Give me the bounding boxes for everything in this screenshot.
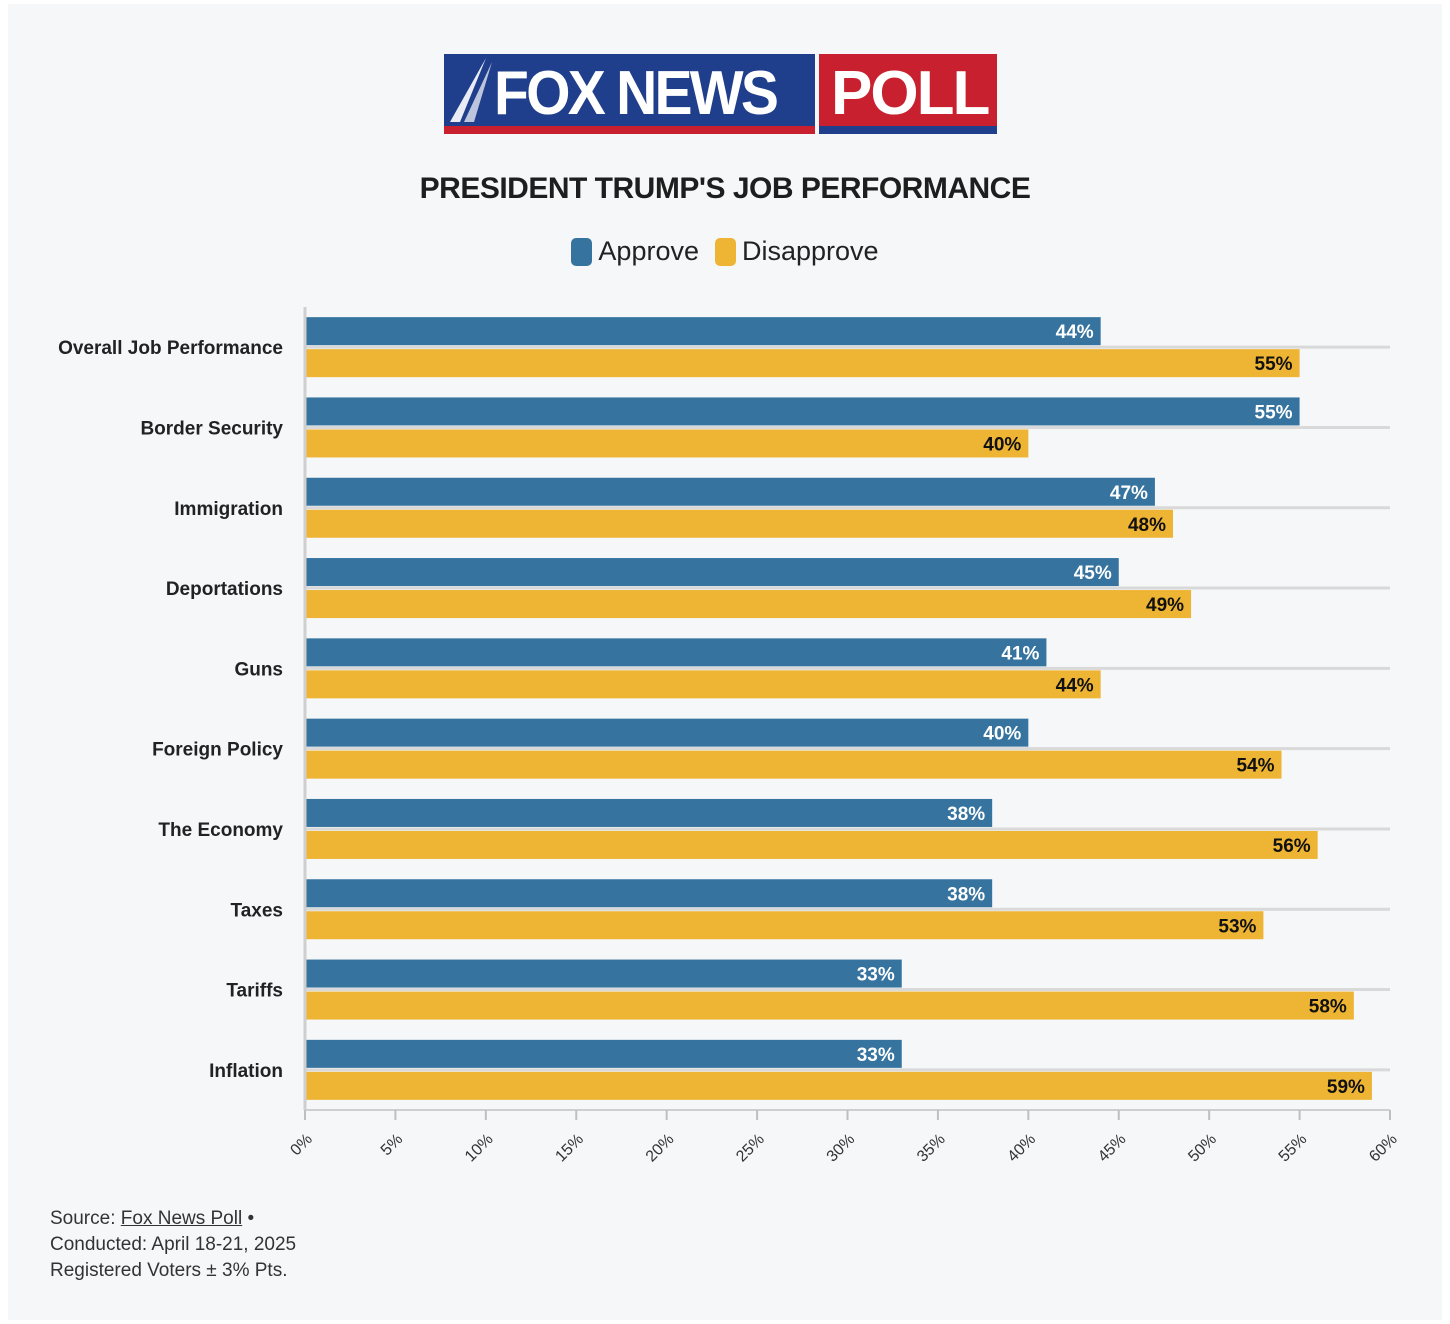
bar-disapprove[interactable] xyxy=(305,750,1282,779)
value-label-approve: 38% xyxy=(947,884,985,905)
value-label-disapprove: 58% xyxy=(1309,997,1347,1018)
bar-approve[interactable] xyxy=(305,959,902,988)
x-tick-label: 5% xyxy=(378,1131,406,1159)
x-tick-label: 45% xyxy=(1095,1131,1130,1166)
value-label-disapprove: 48% xyxy=(1128,515,1166,536)
bar-disapprove[interactable] xyxy=(305,911,1264,940)
bar-approve[interactable] xyxy=(305,879,993,908)
bar-disapprove[interactable] xyxy=(305,670,1101,699)
bar-disapprove[interactable] xyxy=(305,590,1192,619)
logo-rays-icon xyxy=(450,58,492,122)
legend-swatch-disapprove xyxy=(715,237,736,266)
legend-label-disapprove: Disapprove xyxy=(742,236,879,266)
category-label: Foreign Policy xyxy=(152,740,283,761)
value-label-disapprove: 44% xyxy=(1056,675,1094,696)
value-label-approve: 38% xyxy=(947,804,985,825)
source-prefix: Source: xyxy=(50,1208,121,1229)
legend-item-approve[interactable]: Approve xyxy=(571,236,699,267)
value-label-approve: 33% xyxy=(857,965,895,986)
bar-disapprove[interactable] xyxy=(305,349,1300,378)
sample-info: Registered Voters ± 3% Pts. xyxy=(50,1260,288,1281)
logo-fox-news-text: FOX NEWS xyxy=(494,59,779,128)
value-label-approve: 45% xyxy=(1074,563,1112,584)
conducted-dates: Conducted: April 18-21, 2025 xyxy=(50,1234,297,1255)
value-label-disapprove: 55% xyxy=(1255,354,1293,375)
bar-approve[interactable] xyxy=(305,558,1119,587)
bar-disapprove[interactable] xyxy=(305,830,1318,859)
logo-poll-block: POLL xyxy=(819,54,997,134)
x-tick-label: 25% xyxy=(733,1131,768,1166)
value-label-approve: 44% xyxy=(1056,322,1094,343)
value-label-approve: 41% xyxy=(1001,643,1039,664)
category-label: Deportations xyxy=(166,579,283,600)
legend-swatch-approve xyxy=(571,237,593,266)
bar-approve[interactable] xyxy=(305,718,1029,747)
x-tick-label: 15% xyxy=(552,1131,587,1166)
bar-approve[interactable] xyxy=(305,317,1101,346)
x-tick-label: 30% xyxy=(824,1131,859,1166)
bar-disapprove[interactable] xyxy=(305,509,1173,538)
category-label: Guns xyxy=(234,659,283,680)
value-label-approve: 55% xyxy=(1255,402,1293,423)
value-label-disapprove: 53% xyxy=(1218,916,1256,937)
chart-title: PRESIDENT TRUMP'S JOB PERFORMANCE xyxy=(419,172,1031,205)
category-label: Border Security xyxy=(140,418,283,439)
bar-disapprove[interactable] xyxy=(305,429,1029,458)
bar-disapprove[interactable] xyxy=(305,991,1354,1020)
bar-approve[interactable] xyxy=(305,798,993,827)
source-note: Source: Fox News Poll • Conducted: April… xyxy=(50,1206,296,1284)
logo-fox-news-block: FOX NEWS xyxy=(444,54,815,134)
category-label: Overall Job Performance xyxy=(58,338,283,359)
source-link[interactable]: Fox News Poll xyxy=(120,1208,243,1229)
value-label-disapprove: 49% xyxy=(1146,595,1184,616)
category-label: Taxes xyxy=(231,900,283,921)
value-label-disapprove: 40% xyxy=(983,434,1021,455)
bar-chart: Overall Job Performance 44% 55% Border Secu… xyxy=(58,307,1401,1166)
source-bullet: • xyxy=(242,1208,255,1229)
x-tick-label: 0% xyxy=(287,1131,315,1159)
fox-news-poll-logo: FOX NEWS POLL xyxy=(444,54,997,134)
category-label: Inflation xyxy=(209,1061,283,1082)
bar-approve[interactable] xyxy=(305,638,1047,667)
bar-approve[interactable] xyxy=(305,1039,902,1068)
x-tick-label: 60% xyxy=(1366,1131,1401,1166)
x-tick-label: 55% xyxy=(1276,1131,1311,1166)
x-tick-label: 40% xyxy=(1004,1131,1039,1166)
value-label-approve: 40% xyxy=(983,724,1021,745)
chart-legend: Approve Disapprove xyxy=(0,236,1450,267)
legend-item-disapprove[interactable]: Disapprove xyxy=(715,236,879,267)
category-label: Tariffs xyxy=(226,981,283,1002)
legend-label-approve: Approve xyxy=(598,236,699,266)
x-tick-label: 50% xyxy=(1185,1131,1220,1166)
value-label-disapprove: 56% xyxy=(1273,836,1311,857)
x-tick-label: 10% xyxy=(462,1131,497,1166)
bar-disapprove[interactable] xyxy=(305,1071,1372,1100)
logo-poll-text: POLL xyxy=(831,59,990,128)
bar-approve[interactable] xyxy=(305,397,1300,426)
value-label-disapprove: 59% xyxy=(1327,1077,1365,1098)
source-line: Source: Fox News Poll • xyxy=(50,1206,296,1232)
value-label-disapprove: 54% xyxy=(1236,756,1274,777)
category-label: The Economy xyxy=(158,820,283,841)
value-label-approve: 33% xyxy=(857,1045,895,1066)
bar-approve[interactable] xyxy=(305,477,1155,506)
x-tick-label: 20% xyxy=(643,1131,678,1166)
value-label-approve: 47% xyxy=(1110,483,1148,504)
category-label: Immigration xyxy=(174,499,283,520)
x-tick-label: 35% xyxy=(914,1131,949,1166)
